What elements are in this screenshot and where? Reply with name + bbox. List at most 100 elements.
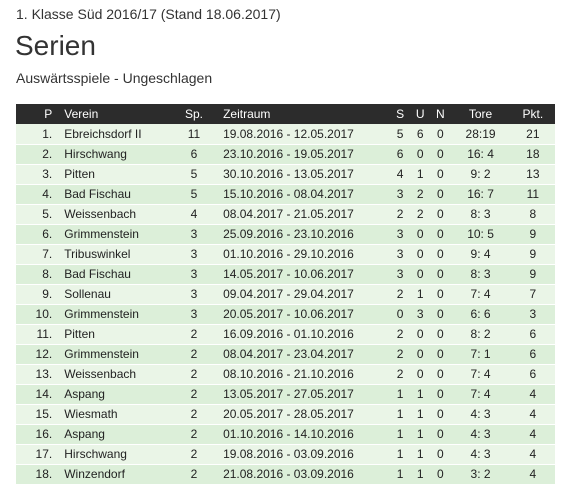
row-club: Bad Fischau: [64, 187, 131, 201]
row-games: 3: [190, 267, 198, 281]
row-goals: 10: 5: [467, 227, 494, 241]
header-points: Pkt.: [522, 107, 544, 121]
row-club: Aspang: [64, 427, 105, 441]
row-games: 4: [190, 207, 198, 221]
row-losses: 0: [436, 447, 444, 461]
row-period: 23.10.2016 - 19.05.2017: [223, 147, 354, 161]
row-club: Wiesmath: [64, 407, 118, 421]
row-wins: 3: [396, 247, 404, 261]
row-club: Ebreichsdorf II: [64, 126, 142, 141]
row-points: 21: [526, 126, 540, 141]
row-period: 08.04.2017 - 23.04.2017: [223, 347, 354, 361]
row-period: 20.05.2017 - 10.06.2017: [223, 307, 354, 321]
row-position: 12.: [35, 347, 53, 361]
header-position: P: [44, 107, 53, 121]
table-row: 11. Pitten 2 16.09.2016 - 01.10.2016 2 0 0 8: 2…: [16, 324, 555, 344]
row-draws: 0: [416, 147, 424, 161]
row-draws: 0: [416, 367, 424, 381]
row-period: 19.08.2016 - 12.05.2017: [223, 126, 354, 141]
row-losses: 0: [436, 207, 444, 221]
row-wins: 5: [396, 126, 404, 141]
header-games: Sp.: [184, 107, 203, 121]
row-goals: 7: 4: [470, 387, 491, 401]
row-draws: 1: [416, 407, 424, 421]
row-losses: 0: [436, 427, 444, 441]
row-points: 4: [529, 427, 537, 441]
row-games: 2: [190, 427, 198, 441]
row-games: 3: [190, 247, 198, 261]
row-goals: 4: 3: [470, 427, 491, 441]
row-position: 1.: [42, 126, 53, 141]
row-position: 4.: [42, 187, 53, 201]
row-draws: 1: [416, 447, 424, 461]
row-club: Sollenau: [64, 287, 111, 301]
row-position: 13.: [35, 367, 53, 381]
row-goals: 8: 3: [470, 207, 491, 221]
row-position: 6.: [42, 227, 53, 241]
row-goals: 9: 2: [470, 167, 491, 181]
row-period: 08.10.2016 - 21.10.2016: [223, 367, 354, 381]
row-position: 9.: [42, 287, 53, 301]
table-body: 1. Ebreichsdorf II 11 19.08.2016 - 12.05.20…: [16, 124, 555, 484]
row-position: 3.: [42, 167, 53, 181]
row-points: 4: [529, 387, 537, 401]
table-row: 14. Aspang 2 13.05.2017 - 27.05.2017 1 1 0 7: 4…: [16, 384, 555, 404]
row-draws: 0: [416, 227, 424, 241]
row-wins: 1: [396, 447, 404, 461]
table-row: 13. Weissenbach 2 08.10.2016 - 21.10.2016 2 0…: [16, 364, 555, 384]
row-club: Grimmenstein: [64, 307, 139, 321]
row-club: Pitten: [64, 167, 95, 181]
row-games: 2: [190, 367, 198, 381]
row-goals: 7: 4: [470, 287, 491, 301]
header-draws: U: [415, 107, 425, 121]
row-period: 13.05.2017 - 27.05.2017: [223, 387, 354, 401]
row-points: 4: [529, 467, 537, 481]
table-row: 2. Hirschwang 6 23.10.2016 - 19.05.2017 6 0 0 1…: [16, 144, 555, 164]
table-row: 15. Wiesmath 2 20.05.2017 - 28.05.2017 1 1 0 4:…: [16, 404, 555, 424]
row-club: Grimmenstein: [64, 227, 139, 241]
row-games: 2: [190, 387, 198, 401]
row-losses: 0: [436, 387, 444, 401]
row-position: 5.: [42, 207, 53, 221]
row-draws: 0: [416, 327, 424, 341]
table-row: 3. Pitten 5 30.10.2016 - 13.05.2017 4 1 0 9: 2 1…: [16, 164, 555, 184]
row-wins: 4: [396, 167, 404, 181]
row-goals: 16: 4: [467, 147, 494, 161]
row-points: 13: [526, 167, 540, 181]
row-wins: 1: [396, 467, 404, 481]
row-wins: 1: [396, 427, 404, 441]
row-losses: 0: [436, 307, 444, 321]
row-club: Tribuswinkel: [64, 247, 131, 261]
table-row: 12. Grimmenstein 2 08.04.2017 - 23.04.2017 2…: [16, 344, 555, 364]
row-position: 11.: [36, 327, 53, 341]
row-goals: 16: 7: [467, 187, 494, 201]
row-draws: 1: [416, 287, 424, 301]
table-row: 4. Bad Fischau 5 15.10.2016 - 08.04.2017 3 2 0…: [16, 184, 555, 204]
row-goals: 9: 4: [470, 247, 491, 261]
header-period: Zeitraum: [223, 107, 271, 121]
row-losses: 0: [436, 267, 444, 281]
row-position: 18.: [35, 467, 53, 481]
row-draws: 1: [416, 167, 424, 181]
row-games: 5: [190, 187, 198, 201]
row-wins: 2: [396, 367, 404, 381]
row-wins: 3: [396, 267, 404, 281]
row-points: 18: [526, 147, 540, 161]
row-club: Bad Fischau: [64, 267, 131, 281]
row-position: 8.: [42, 267, 53, 281]
row-games: 3: [190, 307, 198, 321]
row-points: 3: [529, 307, 537, 321]
row-wins: 3: [396, 227, 404, 241]
row-position: 14.: [35, 387, 53, 401]
row-wins: 2: [396, 287, 404, 301]
row-wins: 1: [396, 387, 404, 401]
row-draws: 2: [416, 187, 424, 201]
row-goals: 3: 2: [470, 467, 491, 481]
row-period: 20.05.2017 - 28.05.2017: [223, 407, 354, 421]
row-losses: 0: [436, 367, 444, 381]
row-period: 21.08.2016 - 03.09.2016: [223, 467, 354, 481]
row-club: Aspang: [64, 387, 105, 401]
table-row: 10. Grimmenstein 3 20.05.2017 - 10.06.2017 0…: [16, 304, 555, 324]
row-period: 30.10.2016 - 13.05.2017: [223, 167, 354, 181]
header-club: Verein: [64, 107, 99, 121]
